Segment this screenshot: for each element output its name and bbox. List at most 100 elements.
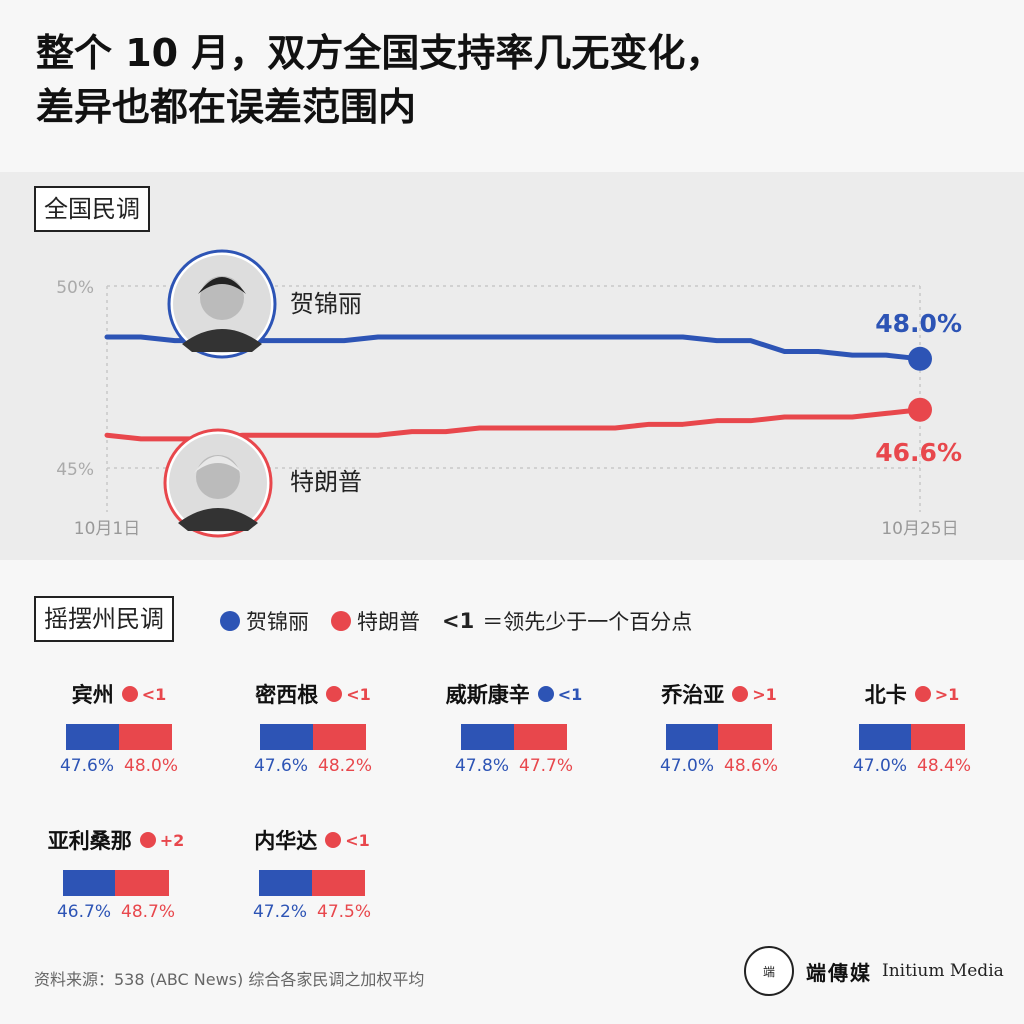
state-lead-margin: <1 — [141, 684, 167, 704]
state-header: 宾州 <1 — [24, 680, 214, 708]
state-values: 47.0% 48.4% — [817, 756, 1007, 776]
state-lead-margin: <1 — [557, 684, 583, 704]
state-bar-red — [119, 724, 172, 750]
title-line-2: 差异也都在误差范围内 — [36, 85, 417, 129]
state-value-blue: 46.7% — [56, 902, 111, 922]
logo-en: Initium Media — [882, 961, 1004, 981]
harris-portrait-hair — [198, 277, 246, 294]
state-value-blue: 47.8% — [454, 756, 509, 776]
state-name: 密西根 — [255, 683, 319, 707]
legend-blue-dot — [220, 611, 240, 631]
state-bar-blue — [66, 724, 119, 750]
state-header: 亚利桑那 +2 — [21, 826, 211, 854]
end-value-blue: 48.0% — [875, 309, 962, 338]
state-value-red: 48.2% — [318, 756, 373, 776]
state-header: 北卡 >1 — [817, 680, 1007, 708]
state-bar-blue — [666, 724, 718, 750]
state-bar — [63, 870, 169, 896]
swing-state-section: 摇摆州民调 贺锦丽 特朗普 <1 ＝领先少于一个百分点 宾州 <1 47.6% 48.… — [0, 560, 1024, 1024]
state-bar-red — [718, 724, 772, 750]
legend-item-blue: 贺锦丽 — [220, 606, 309, 636]
state-bar-blue — [63, 870, 115, 896]
x-tick-label-end: 10月25日 — [881, 519, 958, 539]
state-bar-blue — [260, 724, 313, 750]
legend: 贺锦丽 特朗普 <1 ＝领先少于一个百分点 — [220, 606, 714, 636]
state-lead-margin: >1 — [752, 684, 777, 704]
y-tick-label-45: 45% — [56, 460, 94, 480]
state-leader-dot — [325, 832, 342, 848]
harris-portrait-body — [182, 329, 262, 352]
end-value-red: 46.6% — [875, 438, 962, 467]
source-note: 资料来源：538 (ABC News) 综合各家民调之加权平均 — [34, 970, 425, 989]
state-value-red: 48.7% — [121, 902, 176, 922]
state-block: 北卡 >1 47.0% 48.4% — [817, 680, 1007, 776]
state-leader-dot — [732, 686, 749, 702]
state-value-red: 48.0% — [124, 756, 179, 776]
state-lead-margin: +2 — [159, 830, 185, 850]
logo-mark-icon: 端 — [744, 946, 794, 996]
state-leader-dot — [121, 686, 138, 702]
state-header: 威斯康辛 <1 — [419, 680, 609, 708]
state-bar — [259, 870, 365, 896]
state-values: 47.0% 48.6% — [624, 756, 814, 776]
legend-blue-label: 贺锦丽 — [246, 610, 309, 634]
state-lead-margin: <1 — [345, 830, 370, 850]
state-block: 亚利桑那 +2 46.7% 48.7% — [21, 826, 211, 922]
state-leader-dot — [537, 686, 554, 702]
state-bar-red — [115, 870, 169, 896]
state-leader-dot — [326, 686, 343, 702]
state-value-blue: 47.6% — [253, 756, 308, 776]
state-values: 47.6% 48.0% — [24, 756, 214, 776]
state-bar-red — [911, 724, 965, 750]
state-name: 威斯康辛 — [445, 683, 530, 707]
state-bar — [66, 724, 172, 750]
harris-portrait-face — [200, 276, 244, 320]
legend-item-note: <1 ＝领先少于一个百分点 — [442, 606, 692, 636]
state-bar-red — [313, 724, 366, 750]
candidate-label-blue: 贺锦丽 — [290, 290, 362, 318]
trump-portrait-face — [196, 455, 240, 499]
state-name: 内华达 — [254, 829, 318, 853]
state-bar-red — [514, 724, 567, 750]
state-block: 宾州 <1 47.6% 48.0% — [24, 680, 214, 776]
logo-mark-text: 端 — [762, 964, 775, 979]
state-block: 密西根 <1 47.6% 48.2% — [218, 680, 408, 776]
state-leader-dot — [139, 832, 156, 848]
state-bar — [260, 724, 366, 750]
title-line-1: 整个 10 月，双方全国支持率几无变化， — [36, 31, 724, 75]
legend-red-label: 特朗普 — [357, 610, 420, 634]
state-value-red: 47.5% — [317, 902, 372, 922]
trump-portrait-hair — [194, 456, 242, 473]
initium-logo: 端 端傳媒 Initium Media — [744, 946, 1004, 996]
state-value-red: 48.4% — [917, 756, 972, 776]
state-lead-margin: >1 — [934, 684, 960, 704]
state-value-red: 48.6% — [724, 756, 779, 776]
legend-item-red: 特朗普 — [331, 606, 420, 636]
series-end-dot-red — [908, 397, 932, 422]
state-bar-blue — [461, 724, 514, 750]
page-title: 整个 10 月，双方全国支持率几无变化， 差异也都在误差范围内 — [36, 26, 996, 134]
swing-state-label: 摇摆州民调 — [34, 596, 174, 642]
state-value-blue: 47.0% — [659, 756, 714, 776]
legend-red-dot — [331, 611, 351, 631]
state-bar — [666, 724, 772, 750]
state-value-blue: 47.6% — [59, 756, 114, 776]
state-bar — [461, 724, 567, 750]
state-header: 内华达 <1 — [217, 826, 407, 854]
state-name: 北卡 — [864, 683, 907, 707]
state-values: 47.2% 47.5% — [217, 902, 407, 922]
state-bar-blue — [859, 724, 911, 750]
state-values: 47.8% 47.7% — [419, 756, 609, 776]
state-block: 威斯康辛 <1 47.8% 47.7% — [419, 680, 609, 776]
state-name: 亚利桑那 — [47, 829, 132, 853]
state-name: 宾州 — [71, 683, 114, 707]
state-value-blue: 47.2% — [252, 902, 307, 922]
logo-zh: 端傳媒 — [806, 960, 872, 985]
x-tick-label-start: 10月1日 — [74, 519, 140, 539]
state-header: 乔治亚 >1 — [624, 680, 814, 708]
state-lead-margin: <1 — [346, 684, 371, 704]
state-value-blue: 47.0% — [852, 756, 907, 776]
state-header: 密西根 <1 — [218, 680, 408, 708]
national-poll-label: 全国民调 — [34, 186, 150, 232]
